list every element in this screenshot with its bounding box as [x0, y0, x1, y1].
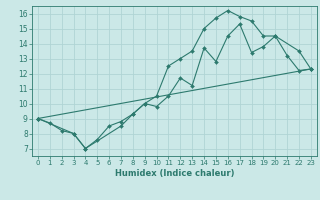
X-axis label: Humidex (Indice chaleur): Humidex (Indice chaleur): [115, 169, 234, 178]
